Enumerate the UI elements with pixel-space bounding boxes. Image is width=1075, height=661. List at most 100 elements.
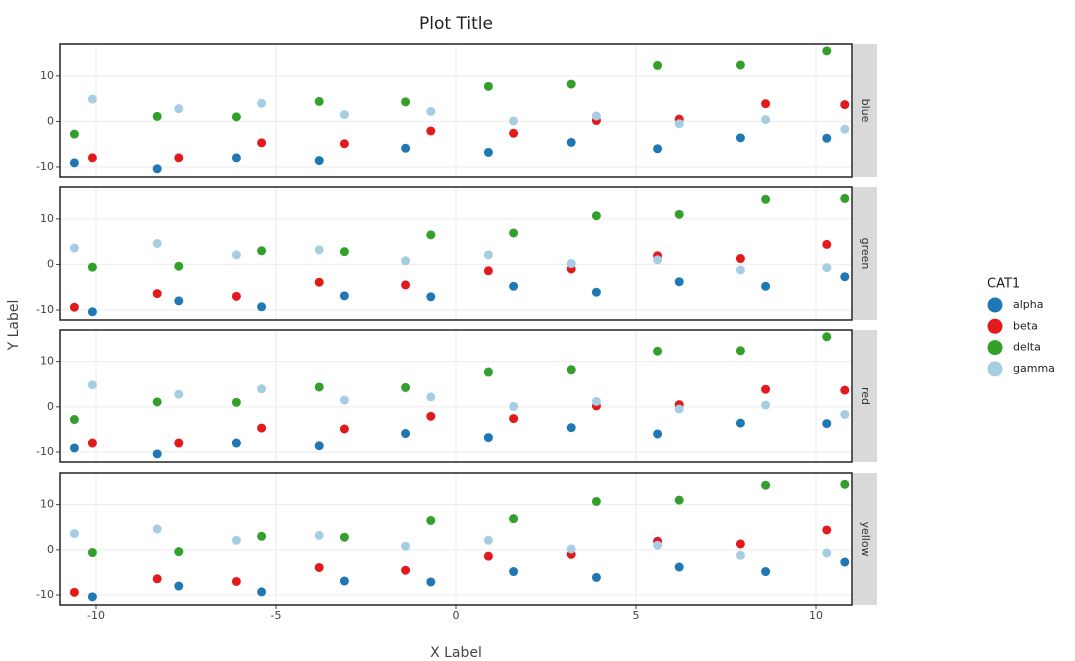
y-tick-label: 10 xyxy=(40,69,54,82)
scatter-point xyxy=(509,281,519,291)
facet-label: red xyxy=(859,387,872,405)
scatter-point xyxy=(483,147,493,157)
scatter-point xyxy=(822,239,832,249)
scatter-point xyxy=(761,400,771,410)
scatter-point xyxy=(401,565,411,575)
facet-strip xyxy=(853,187,877,320)
scatter-point xyxy=(339,576,349,586)
scatter-point xyxy=(339,532,349,542)
scatter-point xyxy=(426,411,436,421)
scatter-point xyxy=(509,567,519,577)
scatter-point xyxy=(231,112,241,122)
scatter-point xyxy=(761,567,771,577)
scatter-point xyxy=(257,98,267,108)
facet-strip xyxy=(853,44,877,177)
scatter-point xyxy=(87,380,97,390)
scatter-point xyxy=(87,262,97,272)
x-tick-label: 5 xyxy=(633,609,640,622)
scatter-point xyxy=(231,153,241,163)
scatter-point xyxy=(761,194,771,204)
scatter-point xyxy=(174,547,184,557)
scatter-point xyxy=(257,138,267,148)
scatter-point xyxy=(174,261,184,271)
scatter-point xyxy=(566,365,576,375)
scatter-point xyxy=(339,139,349,149)
scatter-point xyxy=(152,574,162,584)
scatter-point xyxy=(566,259,576,269)
scatter-point xyxy=(401,541,411,551)
scatter-point xyxy=(69,158,79,168)
scatter-point xyxy=(822,46,832,56)
scatter-point xyxy=(314,277,324,287)
scatter-point xyxy=(483,367,493,377)
scatter-point xyxy=(591,111,601,121)
scatter-point xyxy=(69,302,79,312)
scatter-point xyxy=(735,265,745,275)
x-tick-label: 0 xyxy=(453,609,460,622)
panel-border xyxy=(59,43,853,178)
scatter-point xyxy=(426,515,436,525)
scatter-point xyxy=(231,535,241,545)
scatter-point xyxy=(152,111,162,121)
scatter-point xyxy=(87,548,97,558)
scatter-point xyxy=(401,256,411,266)
scatter-point xyxy=(566,137,576,147)
scatter-point xyxy=(735,550,745,560)
scatter-point xyxy=(174,296,184,306)
scatter-point xyxy=(152,449,162,459)
scatter-point xyxy=(152,397,162,407)
scatter-point xyxy=(674,277,684,287)
scatter-point xyxy=(822,419,832,429)
scatter-point xyxy=(314,382,324,392)
panel-border xyxy=(59,186,853,321)
scatter-point xyxy=(257,587,267,597)
scatter-point xyxy=(231,250,241,260)
y-tick-label: 10 xyxy=(40,355,54,368)
y-tick-label: -10 xyxy=(36,303,54,316)
scatter-point xyxy=(426,230,436,240)
scatter-point xyxy=(822,263,832,273)
scatter-point xyxy=(314,562,324,572)
scatter-point xyxy=(509,401,519,411)
scatter-point xyxy=(509,414,519,424)
y-axis-label: Y Label xyxy=(6,300,22,352)
scatter-point xyxy=(87,94,97,104)
y-tick-label: 10 xyxy=(40,212,54,225)
scatter-point xyxy=(339,291,349,301)
scatter-point xyxy=(822,332,832,342)
scatter-point xyxy=(314,441,324,451)
scatter-point xyxy=(339,247,349,257)
scatter-point xyxy=(339,424,349,434)
y-tick-label: 0 xyxy=(47,257,54,270)
scatter-point xyxy=(426,292,436,302)
scatter-point xyxy=(401,280,411,290)
scatter-point xyxy=(653,540,663,550)
x-tick-label: -10 xyxy=(87,609,105,622)
scatter-point xyxy=(69,129,79,139)
scatter-point xyxy=(591,496,601,506)
scatter-point xyxy=(483,250,493,260)
scatter-point xyxy=(840,385,850,395)
legend-marker xyxy=(987,340,1003,356)
scatter-point xyxy=(761,115,771,125)
legend-title: CAT1 xyxy=(987,277,1020,292)
scatter-point xyxy=(257,302,267,312)
scatter-point xyxy=(69,443,79,453)
scatter-point xyxy=(591,396,601,406)
scatter-point xyxy=(69,243,79,253)
scatter-point xyxy=(174,153,184,163)
legend-label: delta xyxy=(1013,341,1041,354)
scatter-point xyxy=(761,99,771,109)
scatter-point xyxy=(257,384,267,394)
scatter-point xyxy=(401,97,411,107)
scatter-point xyxy=(314,245,324,255)
scatter-point xyxy=(761,480,771,490)
scatter-point xyxy=(653,429,663,439)
scatter-point xyxy=(566,79,576,89)
scatter-point xyxy=(314,96,324,106)
scatter-point xyxy=(339,110,349,120)
scatter-point xyxy=(401,429,411,439)
scatter-point xyxy=(761,384,771,394)
scatter-point xyxy=(653,346,663,356)
